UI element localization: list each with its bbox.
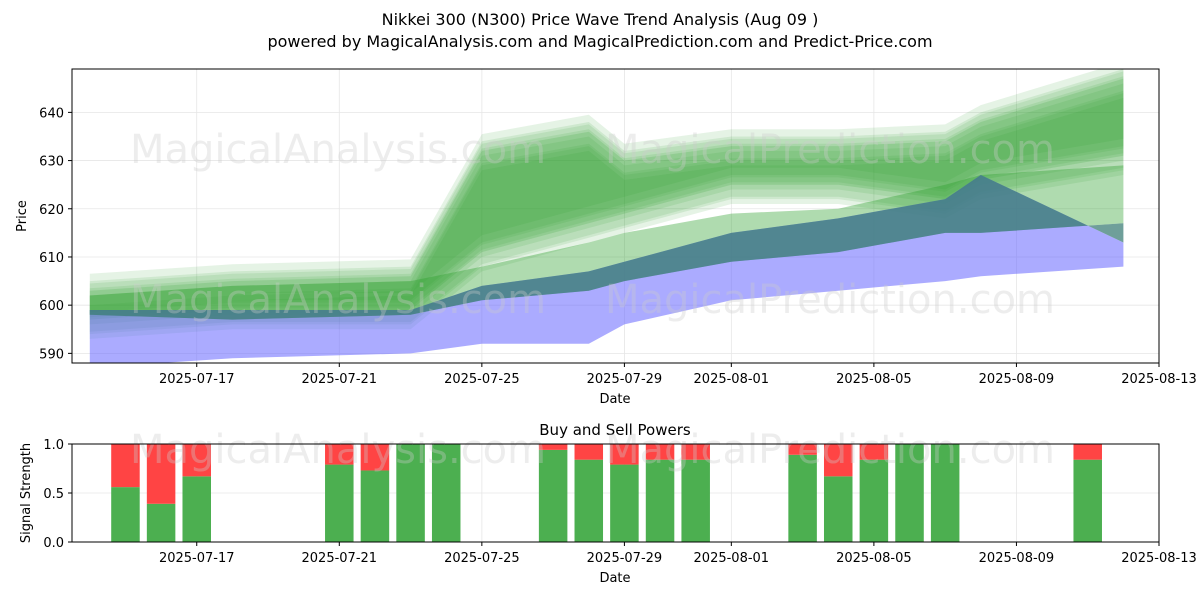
chart-subtitle: powered by MagicalAnalysis.com and Magic… bbox=[267, 32, 933, 51]
price-x-tick-label: 2025-07-21 bbox=[302, 372, 378, 387]
signal-y-tick-label: 0.0 bbox=[43, 536, 64, 551]
price-wave-layer bbox=[89, 76, 1124, 318]
signal-x-tick-label: 2025-08-13 bbox=[1121, 551, 1197, 566]
buy-bar bbox=[431, 444, 461, 542]
buy-bar bbox=[146, 503, 176, 542]
price-y-label: Price bbox=[15, 200, 30, 232]
price-x-label: Date bbox=[599, 392, 630, 407]
price-y-tick-label: 630 bbox=[39, 155, 64, 170]
sell-bar bbox=[823, 444, 853, 477]
signal-x-ticks: 2025-07-17 2025-07-21 2025-07-25 2025-07-29… bbox=[159, 542, 1197, 566]
watermark-mid-right: MagicalPrediction.com bbox=[605, 277, 1055, 323]
sell-bar bbox=[538, 444, 568, 450]
buy-bar bbox=[788, 454, 817, 542]
signal-x-tick-label: 2025-08-05 bbox=[836, 551, 912, 566]
sell-bar bbox=[574, 444, 604, 460]
price-y-tick-label: 640 bbox=[39, 106, 64, 121]
sell-bar bbox=[182, 444, 211, 477]
signal-x-tick-label: 2025-07-17 bbox=[159, 551, 235, 566]
watermark-bottom-right: MagicalPrediction.com bbox=[605, 427, 1055, 473]
buy-bar bbox=[823, 476, 853, 542]
buy-bar bbox=[645, 459, 675, 542]
price-x-tick-label: 2025-07-29 bbox=[587, 372, 663, 387]
signal-title: Buy and Sell Powers bbox=[539, 421, 691, 439]
signal-y-tick-label: 1.0 bbox=[43, 438, 64, 453]
price-y-tick-label: 600 bbox=[39, 299, 64, 314]
sell-bar bbox=[610, 444, 639, 465]
price-x-ticks: 2025-07-17 2025-07-21 2025-07-25 2025-07-29… bbox=[159, 363, 1197, 387]
price-y-ticks: 590 600 610 620 630 640 bbox=[39, 106, 72, 362]
price-wave-layer bbox=[89, 90, 1124, 332]
buy-bar bbox=[610, 464, 639, 542]
sell-bar bbox=[788, 444, 817, 455]
buy-bar bbox=[325, 464, 354, 542]
buy-bar bbox=[111, 487, 140, 542]
price-wave-layer bbox=[89, 69, 1124, 303]
price-y-tick-label: 610 bbox=[39, 251, 64, 266]
price-bands bbox=[89, 69, 1124, 363]
buy-bar bbox=[360, 470, 390, 542]
signal-y-tick-label: 0.5 bbox=[43, 487, 64, 502]
watermark-top-left: MagicalAnalysis.com bbox=[130, 127, 546, 173]
sell-bar bbox=[111, 444, 140, 488]
buy-bar bbox=[930, 444, 960, 542]
price-wave-layer bbox=[89, 83, 1124, 325]
price-wave-band bbox=[89, 78, 1124, 320]
sell-bar bbox=[146, 444, 176, 504]
signal-y-label: Signal Strength bbox=[19, 443, 34, 543]
signal-y-ticks: 0.0 0.5 1.0 bbox=[43, 438, 72, 551]
buy-bar bbox=[859, 459, 889, 542]
signal-x-tick-label: 2025-08-01 bbox=[694, 551, 770, 566]
price-x-tick-label: 2025-08-09 bbox=[979, 372, 1055, 387]
chart-title: Nikkei 300 (N300) Price Wave Trend Analy… bbox=[381, 10, 819, 29]
price-x-tick-label: 2025-07-17 bbox=[159, 372, 235, 387]
price-frame bbox=[71, 68, 1160, 364]
signal-x-tick-label: 2025-08-09 bbox=[979, 551, 1055, 566]
price-y-tick-label: 590 bbox=[39, 347, 64, 362]
price-x-tick-label: 2025-08-01 bbox=[694, 372, 770, 387]
watermark-top-right: MagicalPrediction.com bbox=[605, 127, 1055, 173]
buy-bar bbox=[1073, 459, 1102, 542]
buy-bar bbox=[538, 449, 568, 542]
price-wave-layer bbox=[89, 93, 1124, 335]
price-wave-layer bbox=[89, 97, 1124, 339]
signal-x-tick-label: 2025-07-25 bbox=[444, 551, 520, 566]
sell-bar bbox=[681, 444, 710, 460]
buy-bar bbox=[895, 444, 924, 542]
sell-bar bbox=[645, 444, 675, 460]
price-x-tick-label: 2025-08-13 bbox=[1121, 372, 1197, 387]
sell-bar bbox=[1073, 444, 1102, 460]
sell-bar bbox=[360, 444, 390, 471]
signal-x-tick-label: 2025-07-21 bbox=[302, 551, 378, 566]
signal-x-label: Date bbox=[599, 571, 630, 586]
signal-panel: Buy and Sell Powers MagicalAnalysis.com … bbox=[19, 421, 1197, 586]
watermark-bottom-left: MagicalAnalysis.com bbox=[130, 427, 546, 473]
signal-x-tick-label: 2025-07-29 bbox=[587, 551, 663, 566]
signal-bars bbox=[111, 444, 1102, 542]
buy-bar bbox=[396, 444, 425, 542]
buy-bar bbox=[574, 459, 604, 542]
price-wave-layer bbox=[89, 71, 1124, 313]
price-x-tick-label: 2025-07-25 bbox=[444, 372, 520, 387]
buy-bar bbox=[182, 476, 211, 542]
price-green-band bbox=[89, 165, 1124, 320]
watermark-mid-left: MagicalAnalysis.com bbox=[130, 277, 546, 323]
buy-bar bbox=[681, 459, 710, 542]
price-panel: MagicalAnalysis.com MagicalPrediction.co… bbox=[15, 68, 1197, 407]
sell-bar bbox=[859, 444, 889, 460]
price-wave-layer bbox=[89, 69, 1124, 310]
sell-bar bbox=[325, 444, 354, 465]
price-y-tick-label: 620 bbox=[39, 203, 64, 218]
price-x-tick-label: 2025-08-05 bbox=[836, 372, 912, 387]
